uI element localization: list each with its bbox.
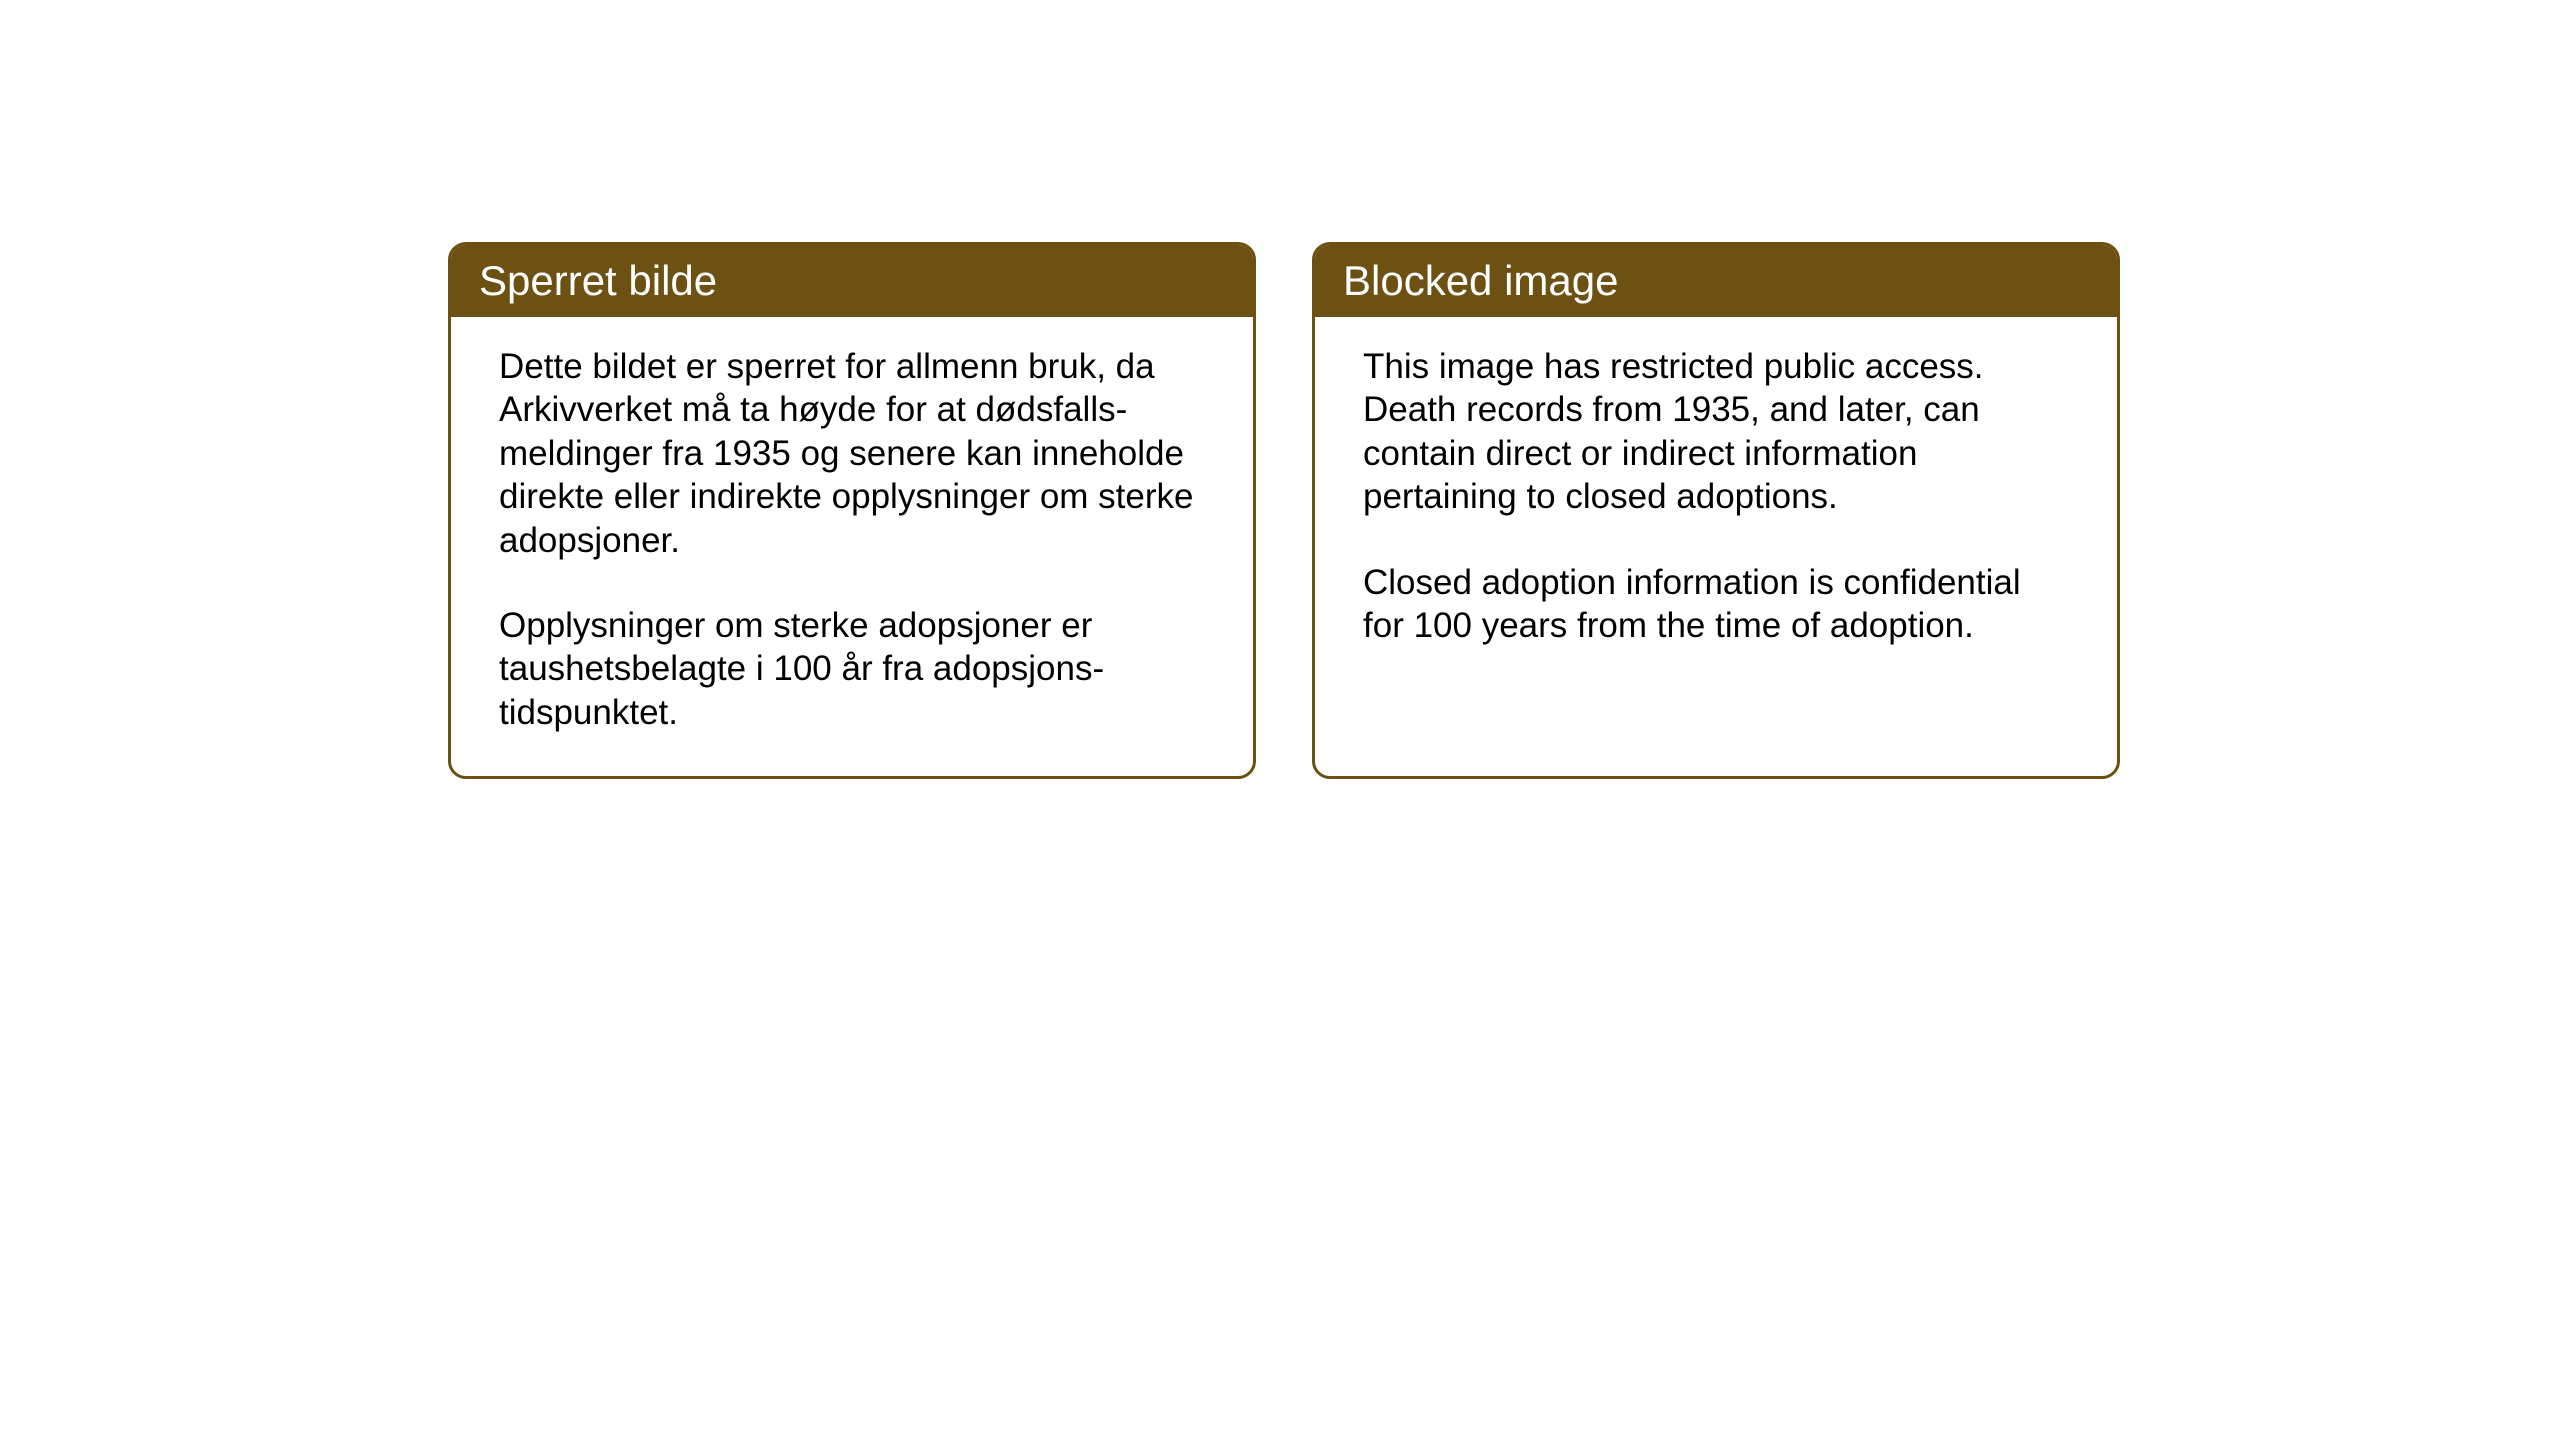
card-paragraph-1-norwegian: Dette bildet er sperret for allmenn bruk… [499, 345, 1205, 562]
card-header-norwegian: Sperret bilde [451, 245, 1253, 317]
card-paragraph-2-norwegian: Opplysninger om sterke adopsjoner er tau… [499, 604, 1205, 734]
cards-container: Sperret bilde Dette bildet er sperret fo… [448, 242, 2120, 779]
card-english: Blocked image This image has restricted … [1312, 242, 2120, 779]
card-norwegian: Sperret bilde Dette bildet er sperret fo… [448, 242, 1256, 779]
card-paragraph-2-english: Closed adoption information is confident… [1363, 561, 2069, 648]
card-body-english: This image has restricted public access.… [1315, 317, 2117, 689]
card-paragraph-1-english: This image has restricted public access.… [1363, 345, 2069, 519]
card-header-english: Blocked image [1315, 245, 2117, 317]
card-body-norwegian: Dette bildet er sperret for allmenn bruk… [451, 317, 1253, 776]
